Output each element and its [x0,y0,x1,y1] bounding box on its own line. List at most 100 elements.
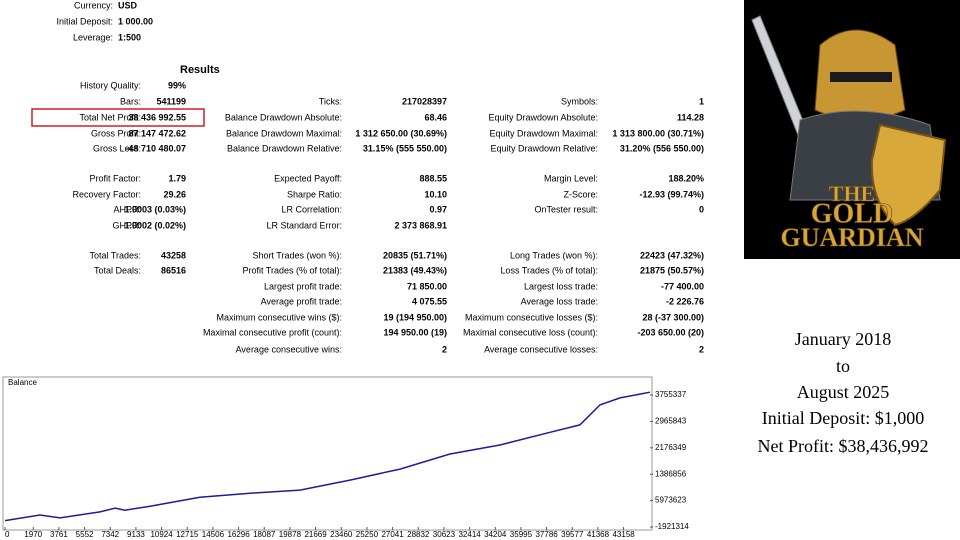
x-tick-label: 14506 [202,530,225,539]
x-tick-label: 5552 [76,530,94,539]
field-value: 10.10 [424,189,447,199]
field-value: 31.20% (556 550.00) [620,143,704,153]
x-tick-label: 43158 [612,530,635,539]
field-label: Long Trades (won %): [510,250,598,260]
field-label: Z-Score: [563,189,598,199]
field-label: Expected Payoff: [274,173,342,183]
field-value: 2 [699,344,704,354]
x-tick-label: 3761 [50,530,68,539]
field-value: 22423 (47.32%) [640,250,704,260]
field-label: Symbols: [561,96,598,106]
field-label: Equity Drawdown Maximal: [489,128,598,138]
y-tick-label: -1921314 [655,522,689,531]
field-value: 2 373 868.91 [394,220,447,230]
field-label: Equity Drawdown Absolute: [488,112,598,122]
x-tick-label: 23460 [330,530,353,539]
field-label: Bars: [120,96,141,106]
balance-line [4,391,651,522]
field-label: Leverage: [73,32,113,42]
chart-frame [2,376,653,531]
field-label: Largest profit trade: [264,281,342,291]
chart-title: Balance [8,378,37,387]
x-tick-label: 28832 [407,530,430,539]
field-value: 29.26 [163,189,186,199]
x-tick-label: 27041 [381,530,404,539]
results-title: Results [180,64,220,76]
field-label: Maximum consecutive losses ($): [465,312,598,322]
field-label: Profit Factor: [89,173,141,183]
field-value: 4 075.55 [412,296,447,306]
summary-line: August 2025 [797,382,890,402]
field-value: 1 000.00 [118,16,153,26]
x-tick-label: 7342 [101,530,119,539]
x-tick-label: 18087 [253,530,276,539]
field-label: Ticks: [319,96,342,106]
field-value: 541199 [156,96,186,106]
field-label: Loss Trades (% of total): [500,265,598,275]
field-value: 87 147 472.62 [128,128,186,138]
y-tick-label: 2965843 [655,417,687,426]
highlight-box [31,108,205,127]
summary-line: Initial Deposit: $1,000 [762,408,924,428]
x-tick-label: 34204 [484,530,507,539]
field-label: Largest loss trade: [524,281,598,291]
x-tick-label: 35995 [510,530,533,539]
field-label: LR Standard Error: [266,220,342,230]
x-tick-label: 10924 [150,530,173,539]
field-label: Equity Drawdown Relative: [490,143,598,153]
logo: THE GOLD GUARDIAN [744,0,960,259]
field-label: Margin Level: [544,173,598,183]
x-tick-label: 0 [5,530,10,539]
x-tick-label: 41368 [587,530,610,539]
logo-text: THE [829,181,875,206]
field-value: 71 850.00 [407,281,447,291]
y-tick-label: 2176349 [655,443,687,452]
y-tick-label: 3755337 [655,390,687,399]
field-value: 1 313 800.00 (30.71%) [612,128,704,138]
field-value: 2 [442,344,447,354]
field-value: 21383 (49.43%) [383,265,447,275]
summary-line: January 2018 [795,329,891,349]
field-value: -203 650.00 (20) [637,327,704,337]
field-value: -12.93 (99.74%) [639,189,704,199]
field-label: Gross Profit: [91,128,141,138]
logo-text: GUARDIAN [781,223,924,252]
field-label: Profit Trades (% of total): [242,265,342,275]
x-tick-label: 39577 [561,530,584,539]
field-value: USD [118,0,138,10]
field-value: 114.28 [677,112,704,122]
field-label: Average profit trade: [261,296,342,306]
y-tick-label: 5973623 [655,496,687,505]
field-label: Balance Drawdown Relative: [227,143,342,153]
field-label: Initial Deposit: [56,16,113,26]
field-label: Total Deals: [94,265,141,275]
x-tick-label: 9133 [127,530,145,539]
field-label: History Quality: [80,80,141,90]
field-value: 0 [699,204,704,214]
field-label: Currency: [74,0,113,10]
summary-line: to [836,356,850,376]
field-value: 188.20% [668,173,704,183]
field-label: Balance Drawdown Absolute: [225,112,342,122]
field-label: Maximum consecutive wins ($): [216,312,342,322]
field-value: 20835 (51.71%) [383,250,447,260]
field-value: -48 710 480.07 [125,143,186,153]
field-value: 1.0002 (0.02%) [124,220,186,230]
x-tick-label: 1970 [24,530,42,539]
field-label: Sharpe Ratio: [287,189,342,199]
field-value: 31.15% (555 550.00) [363,143,447,153]
x-tick-label: 32414 [458,530,481,539]
field-label: Total Trades: [89,250,141,260]
field-value: -2 226.76 [666,296,704,306]
field-label: Average consecutive losses: [484,344,598,354]
field-value: 217028397 [402,96,447,106]
field-value: 1.79 [168,173,186,183]
x-tick-label: 12715 [176,530,199,539]
field-label: LR Correlation: [281,204,342,214]
field-value: 1 312 650.00 (30.69%) [355,128,447,138]
field-label: OnTester result: [534,204,598,214]
field-value: 38 436 992.55 [128,112,186,122]
x-tick-label: 21669 [304,530,327,539]
field-label: Short Trades (won %): [252,250,342,260]
field-value: 19 (194 950.00) [383,312,447,322]
